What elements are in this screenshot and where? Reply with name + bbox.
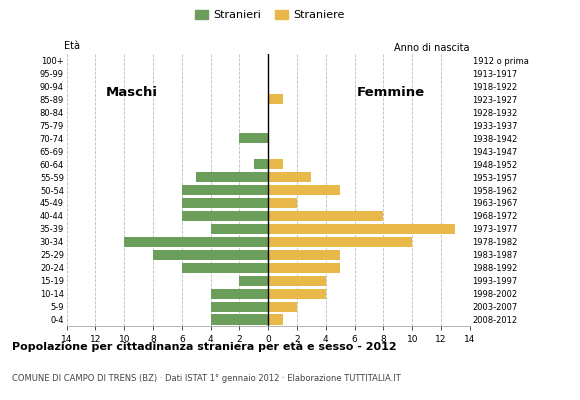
Bar bbox=[182, 198, 268, 208]
Legend: Stranieri, Straniere: Stranieri, Straniere bbox=[190, 6, 349, 25]
Bar bbox=[268, 185, 340, 195]
Bar bbox=[268, 159, 282, 169]
Bar bbox=[268, 276, 326, 286]
Bar bbox=[182, 211, 268, 221]
Bar bbox=[153, 250, 268, 260]
Bar bbox=[196, 172, 268, 182]
Text: COMUNE DI CAMPO DI TRENS (BZ) · Dati ISTAT 1° gennaio 2012 · Elaborazione TUTTIT: COMUNE DI CAMPO DI TRENS (BZ) · Dati IST… bbox=[12, 374, 400, 383]
Bar bbox=[182, 263, 268, 273]
Text: Popolazione per cittadinanza straniera per età e sesso - 2012: Popolazione per cittadinanza straniera p… bbox=[12, 342, 396, 352]
Bar bbox=[211, 314, 268, 324]
Bar bbox=[268, 237, 412, 247]
Bar bbox=[268, 198, 297, 208]
Bar bbox=[211, 224, 268, 234]
Bar bbox=[211, 302, 268, 312]
Bar bbox=[240, 276, 268, 286]
Bar bbox=[240, 133, 268, 143]
Bar bbox=[124, 237, 268, 247]
Bar bbox=[182, 185, 268, 195]
Bar bbox=[268, 288, 326, 299]
Text: Anno di nascita: Anno di nascita bbox=[394, 44, 470, 54]
Bar bbox=[268, 211, 383, 221]
Text: Femmine: Femmine bbox=[357, 86, 425, 99]
Bar bbox=[268, 250, 340, 260]
Bar bbox=[268, 302, 297, 312]
Bar bbox=[268, 94, 282, 104]
Bar bbox=[268, 314, 282, 324]
Bar bbox=[254, 159, 268, 169]
Text: Maschi: Maschi bbox=[106, 86, 158, 99]
Bar bbox=[211, 288, 268, 299]
Bar bbox=[268, 172, 311, 182]
Bar bbox=[268, 224, 455, 234]
Bar bbox=[268, 263, 340, 273]
Text: Età: Età bbox=[64, 42, 80, 52]
